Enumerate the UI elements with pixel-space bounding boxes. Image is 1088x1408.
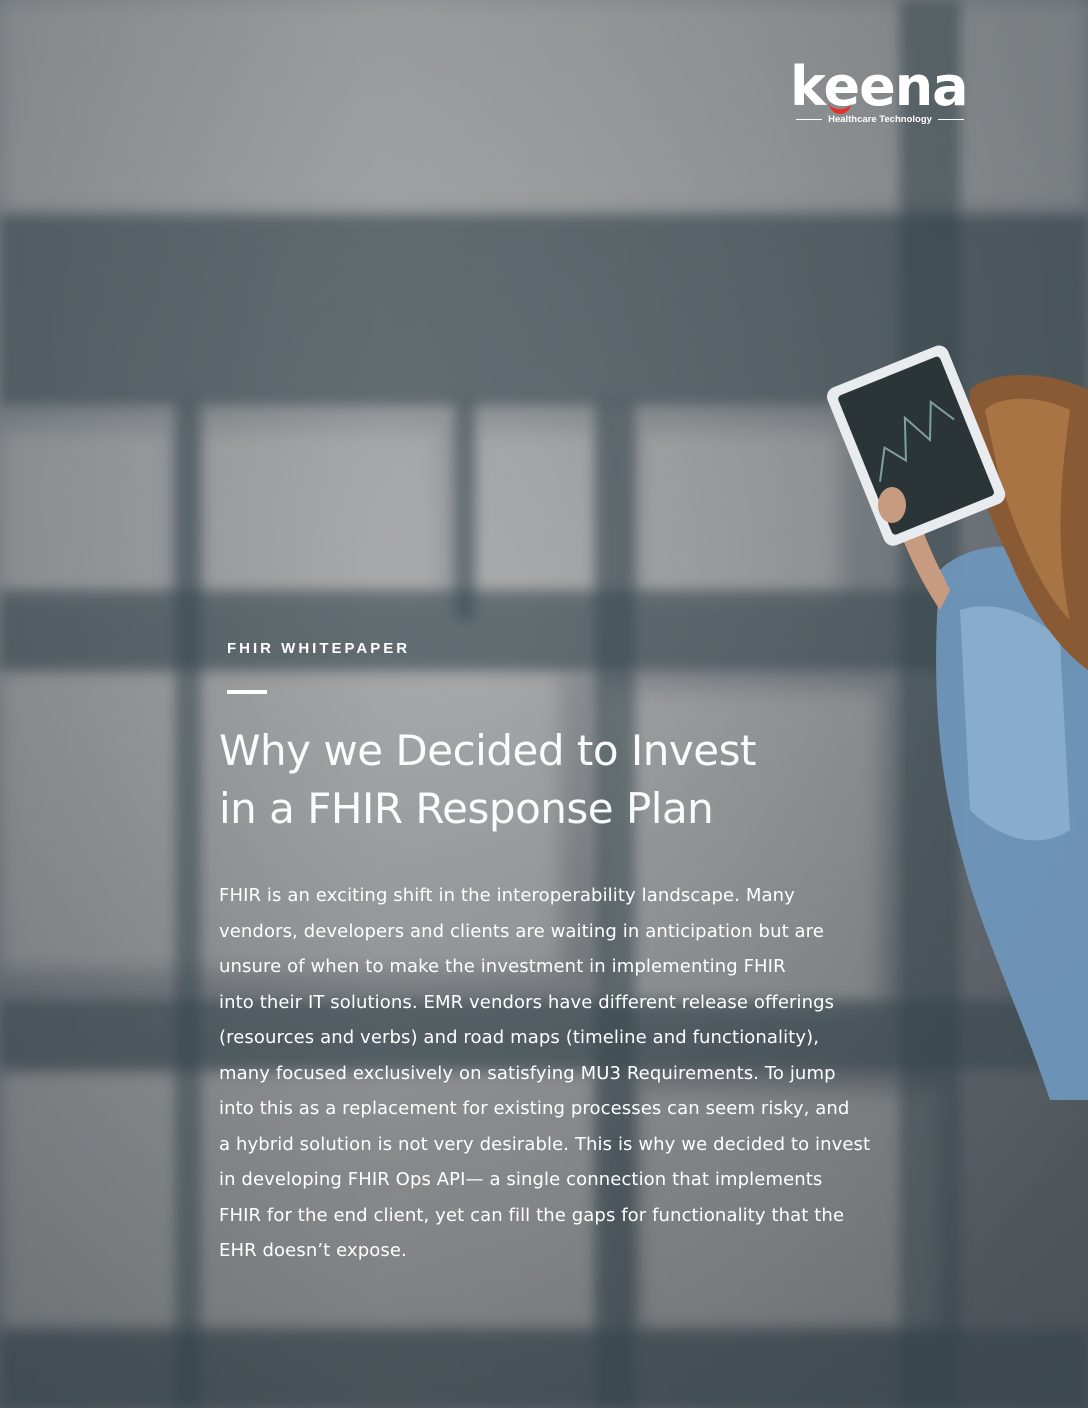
light-pane — [640, 1090, 940, 1330]
logo-tagline-row: Healthcare Technology — [790, 114, 970, 125]
body-line: unsure of when to make the investment in… — [219, 956, 786, 977]
document-kicker: FHIR WHITEPAPER — [227, 640, 411, 657]
body-line: vendors, developers and clients are wait… — [219, 920, 824, 942]
light-pane — [640, 430, 840, 600]
body-line: FHIR is an exciting shift in the interop… — [219, 885, 795, 906]
intro-paragraph: FHIR is an exciting shift in the interop… — [219, 878, 949, 1269]
logo-wordmark: keena — [790, 55, 969, 118]
document-title: Why we Decided to Invest in a FHIR Respo… — [219, 722, 859, 838]
title-line: Why we Decided to Invest — [219, 726, 756, 775]
light-pane — [600, 690, 880, 1010]
shadow-band — [595, 400, 635, 1408]
body-line: (resources and verbs) and road maps (tim… — [219, 1027, 820, 1048]
light-pane — [0, 670, 560, 970]
light-pane — [0, 430, 170, 600]
body-line: a hybrid solution is not very desirable.… — [219, 1133, 871, 1155]
keena-logo: keena Healthcare Technology — [790, 55, 972, 128]
logo-smile-icon — [829, 97, 851, 114]
kicker-divider — [227, 690, 267, 694]
title-line: in a FHIR Response Plan — [219, 784, 714, 833]
tagline-rule-left — [796, 118, 823, 121]
shadow-band — [175, 400, 201, 1408]
body-line: into their IT solutions. EMR vendors hav… — [219, 991, 835, 1013]
light-pane — [470, 430, 600, 600]
logo-tagline: Healthcare Technology — [828, 114, 932, 125]
shadow-band — [455, 400, 475, 620]
tagline-rule-right — [937, 118, 964, 121]
body-line: in developing FHIR Ops API— a single con… — [219, 1169, 823, 1190]
body-line: EHR doesn’t expose. — [219, 1240, 407, 1261]
light-pane — [0, 1070, 600, 1330]
light-pane — [200, 430, 440, 600]
body-line: many focused exclusively on satisfying M… — [219, 1062, 836, 1084]
person-with-tablet-illustration — [827, 345, 1088, 1100]
body-line: FHIR for the end client, yet can fill th… — [219, 1204, 845, 1226]
body-line: into this as a replacement for existing … — [219, 1098, 850, 1119]
